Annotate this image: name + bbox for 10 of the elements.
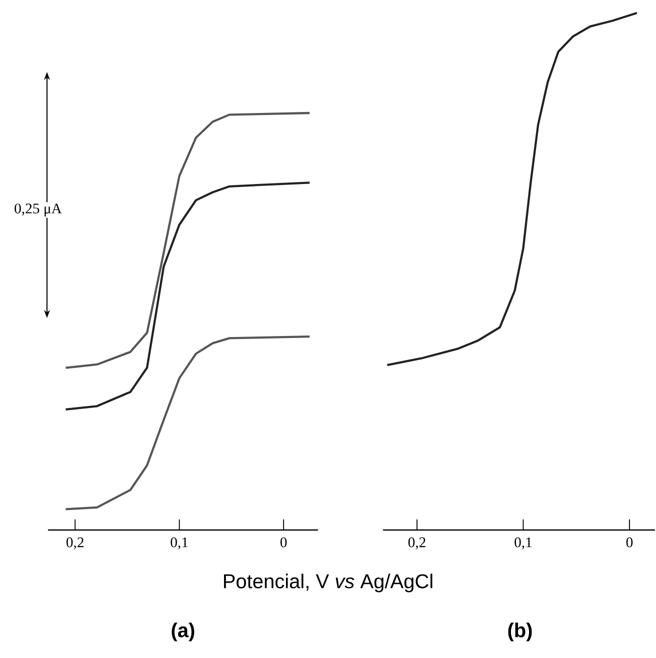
x-tick-label: 0: [280, 537, 287, 548]
x-axis-title: Potencial, V vs Ag/AgCl: [224, 574, 432, 592]
x-tick-label: 0,2: [408, 537, 426, 550]
text: (a): [172, 622, 194, 642]
x-tick-label: 0,1: [514, 537, 532, 550]
x-tick-label: 0: [626, 537, 633, 548]
x-tick-label: 0,1: [170, 537, 188, 550]
x-tick-label: 0,2: [66, 537, 84, 550]
annotation: 0,25 μA: [14, 204, 62, 216]
text: (b): [508, 622, 532, 642]
